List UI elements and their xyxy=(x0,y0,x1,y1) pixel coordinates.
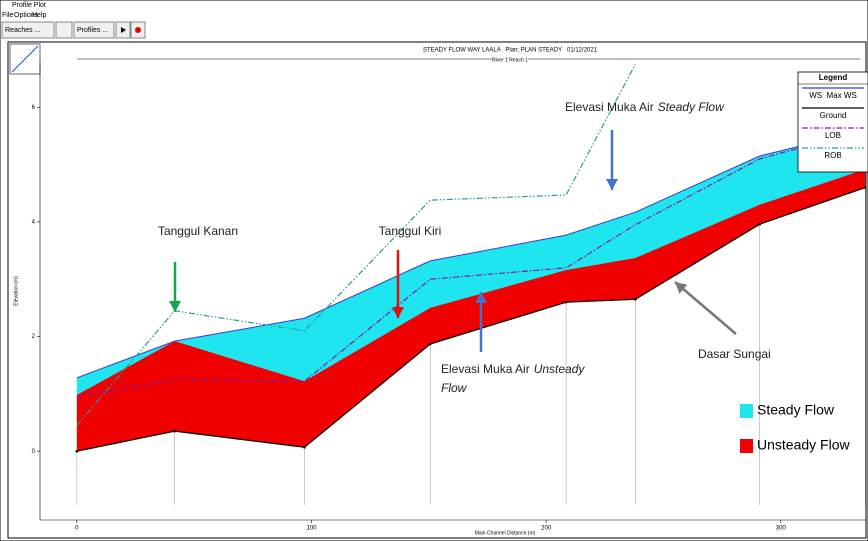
ground-point xyxy=(173,429,176,433)
ground-point xyxy=(758,222,761,226)
arrow-head xyxy=(675,282,688,294)
x-tick-label: 100 xyxy=(306,526,317,532)
series-line xyxy=(76,186,866,452)
legend-label: ROB xyxy=(824,151,841,160)
legend-label: Unsteady Flow xyxy=(757,437,850,453)
x-tick-label: 300 xyxy=(776,526,787,532)
thumbnail-line xyxy=(11,45,39,73)
series-line xyxy=(76,64,636,426)
play-icon xyxy=(121,27,126,33)
arrow-head xyxy=(169,301,181,312)
legend-label: Ground xyxy=(820,111,847,120)
ground-point xyxy=(634,298,637,301)
area xyxy=(76,130,866,452)
legend-swatch xyxy=(740,404,753,418)
chart-subtitle: River 1 Reach 1 xyxy=(492,57,528,63)
ground-point xyxy=(428,342,432,346)
ground-point xyxy=(75,449,79,453)
annotation: Elevasi Muka Air Unsteady xyxy=(441,362,585,376)
ground-point xyxy=(564,300,568,304)
annotation: Flow xyxy=(441,381,468,395)
x-tick-label: 0 xyxy=(75,526,79,532)
button[interactable] xyxy=(73,21,115,39)
annotation: Tanggul Kanan xyxy=(158,224,238,238)
window-title: Profile Plot xyxy=(12,2,46,9)
record-icon xyxy=(135,27,141,33)
y-tick-label: 6 xyxy=(32,105,36,111)
legend-swatch xyxy=(740,439,753,453)
y-tick-label: 2 xyxy=(32,334,36,340)
chart-title: STEADY FLOW WAY LAALA Plan: PLAN STEADY … xyxy=(423,48,598,54)
button[interactable] xyxy=(55,21,73,39)
arrow xyxy=(674,281,737,335)
legend-label: Steady Flow xyxy=(757,402,835,418)
ground-point xyxy=(303,445,306,449)
menu-item[interactable]: Options xyxy=(14,12,39,19)
y-tick-label: 0 xyxy=(32,449,36,455)
annotation-part: Elevasi Muka Air xyxy=(565,100,654,114)
y-axis-label: Elevation (m) xyxy=(13,276,19,306)
arrow-head xyxy=(475,292,487,303)
annotation: Dasar Sungai xyxy=(698,347,771,361)
series-line xyxy=(76,129,866,398)
arrow-head xyxy=(606,179,618,190)
button[interactable] xyxy=(1,21,55,39)
annotation: Tanggul Kiri xyxy=(379,224,442,238)
x-axis-label: Main Channel Distance (m) xyxy=(475,530,536,536)
ground-point xyxy=(863,186,866,189)
plot-area xyxy=(75,64,866,505)
annotation-part: Elevasi Muka Air xyxy=(441,362,530,376)
annotation: Elevasi Muka Air Steady Flow xyxy=(565,100,725,114)
legend-label: LOB xyxy=(825,131,841,140)
legend-title: Legend xyxy=(819,73,848,82)
legend-label: WS Max WS xyxy=(809,91,857,100)
annotation-part: Steady Flow xyxy=(658,100,725,114)
y-tick-label: 4 xyxy=(32,220,36,226)
button-label: Reaches ... xyxy=(5,27,40,34)
legend-box xyxy=(797,71,868,173)
annotation-part: Unsteady xyxy=(534,362,586,376)
button-label: Profiles ... xyxy=(77,27,108,34)
x-tick-label: 200 xyxy=(541,526,552,532)
menu-item[interactable]: Help xyxy=(32,12,47,19)
arrow-head xyxy=(392,307,404,318)
series-line xyxy=(76,129,866,379)
menu-item[interactable]: File xyxy=(2,12,13,19)
